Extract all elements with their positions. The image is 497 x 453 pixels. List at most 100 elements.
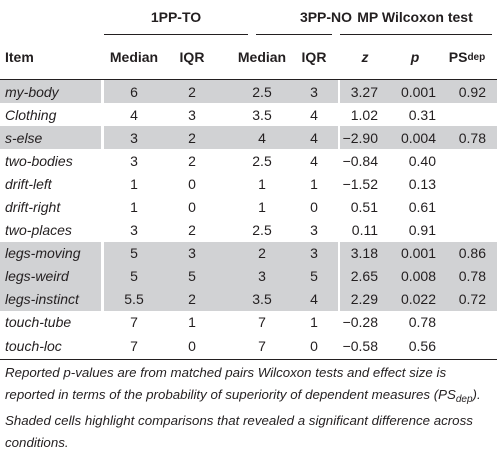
cell-item: legs-weird	[5, 268, 69, 285]
row-shade	[0, 126, 101, 150]
cell-ps-dep	[436, 195, 486, 218]
table-row: Clothing 4 3 3.5 4 1.02 0.31	[0, 103, 497, 126]
cell-iqr-1: 5	[188, 268, 196, 285]
row-shade	[104, 287, 338, 311]
cell-median-2: 2.5	[252, 222, 272, 239]
cell-median-1: 7	[130, 314, 138, 331]
group-rule-1	[104, 34, 248, 35]
cell-median-2: 3.5	[252, 291, 272, 308]
cell-median-2: 3	[258, 268, 266, 285]
table-row: two-places 3 2 2.5 3 0.11 0.91	[0, 219, 497, 242]
cell-item: drift-right	[5, 199, 61, 216]
cell-z: −0.58	[342, 337, 378, 354]
table-row: my-body 6 2 2.5 3 3.27 0.001 0.92	[0, 80, 497, 104]
cell-ps-dep: 0.92	[458, 83, 486, 100]
table-row: two-bodies 3 2 2.5 4 −0.84 0.40	[0, 149, 497, 172]
cell-iqr-2: 4	[310, 129, 318, 146]
cell-iqr-2: 0	[310, 199, 318, 216]
cell-item: two-bodies	[5, 152, 73, 169]
cell-p: 0.13	[408, 175, 436, 192]
cell-item: legs-moving	[5, 245, 81, 262]
cell-ps-dep	[436, 149, 486, 172]
col-iqr-2: IQR	[301, 49, 327, 65]
table-row: legs-moving 5 3 2 3 3.18 0.001 0.86	[0, 241, 497, 265]
row-shade	[104, 126, 338, 150]
cell-iqr-1: 2	[188, 83, 196, 100]
cell-iqr-2: 0	[310, 337, 318, 354]
cell-median-2: 2.5	[252, 152, 272, 169]
table-row: touch-tube 7 1 7 1 −0.28 0.78	[0, 311, 497, 334]
cell-ps-dep	[436, 334, 486, 357]
cell-p: 0.56	[408, 337, 436, 354]
table-row: touch-loc 7 0 7 0 −0.58 0.56	[0, 334, 497, 357]
cell-z: 3.18	[350, 245, 378, 262]
cell-z: 1.02	[350, 106, 378, 123]
table-footnote: Reported p-values are from matched pairs…	[5, 365, 481, 450]
cell-iqr-2: 1	[310, 175, 318, 192]
cell-z: 2.65	[350, 268, 378, 285]
row-shade	[340, 241, 497, 265]
cell-median-2: 2	[258, 245, 266, 262]
cell-z: −0.28	[342, 314, 378, 331]
cell-iqr-1: 0	[188, 199, 196, 216]
table-row: s-else 3 2 4 4 −2.90 0.004 0.78	[0, 126, 497, 150]
cell-ps-dep	[436, 219, 486, 242]
table-row: drift-left 1 0 1 1 −1.52 0.13	[0, 172, 497, 195]
group-wilcoxon: MP Wilcoxon test	[357, 9, 473, 25]
results-table: 1PP-TO 3PP-NO MP Wilcoxon test Item Medi…	[0, 9, 497, 361]
col-median-1: Median	[109, 49, 159, 65]
col-item: Item	[5, 49, 34, 65]
cell-iqr-1: 0	[188, 175, 196, 192]
cell-iqr-2: 5	[310, 268, 318, 285]
table-row: legs-weird 5 5 3 5 2.65 0.008 0.78	[0, 264, 497, 288]
cell-median-2: 7	[258, 337, 266, 354]
row-shade	[0, 264, 101, 288]
cell-p: 0.78	[408, 314, 436, 331]
cell-z: 0.51	[350, 199, 378, 216]
table-row: drift-right 1 0 1 0 0.51 0.61	[0, 195, 497, 218]
cell-ps-dep: 0.78	[458, 129, 486, 146]
cell-median-2: 3.5	[252, 106, 272, 123]
cell-ps-dep	[436, 103, 486, 126]
col-median-2: Median	[237, 49, 287, 65]
cell-iqr-2: 4	[310, 291, 318, 308]
cell-iqr-2: 3	[310, 83, 318, 100]
cell-z: −1.52	[342, 175, 378, 192]
cell-item: s-else	[5, 129, 43, 146]
cell-iqr-1: 2	[188, 291, 196, 308]
cell-median-1: 4	[130, 106, 138, 123]
col-z: z	[361, 49, 369, 65]
cell-median-2: 2.5	[252, 83, 272, 100]
cell-item: touch-loc	[5, 337, 62, 354]
cell-iqr-2: 3	[310, 245, 318, 262]
cell-p: 0.91	[408, 222, 436, 239]
cell-iqr-1: 2	[188, 222, 196, 239]
header-column-row: Item Median IQR Median IQR z p PS dep	[0, 34, 497, 80]
cell-z: 3.27	[350, 83, 378, 100]
row-shade	[340, 287, 497, 311]
cell-p: 0.61	[408, 199, 436, 216]
row-shade	[104, 241, 338, 265]
cell-median-1: 5	[130, 245, 138, 262]
cell-iqr-1: 2	[188, 129, 196, 146]
bottom-rule	[0, 359, 497, 361]
cell-iqr-1: 1	[188, 314, 196, 331]
cell-median-1: 5.5	[124, 291, 144, 308]
cell-median-1: 5	[130, 268, 138, 285]
cell-median-2: 7	[258, 314, 266, 331]
cell-median-2: 4	[258, 129, 266, 146]
cell-p: 0.001	[400, 245, 436, 262]
cell-item: Clothing	[5, 106, 57, 123]
col-ps-dep: PS dep	[448, 49, 486, 65]
row-shade	[340, 264, 497, 288]
cell-p: 0.40	[408, 152, 436, 169]
cell-iqr-2: 1	[310, 314, 318, 331]
cell-ps-dep: 0.86	[458, 245, 486, 262]
cell-median-1: 3	[130, 152, 138, 169]
cell-iqr-1: 3	[188, 245, 196, 262]
cell-item: two-places	[5, 222, 72, 239]
cell-median-1: 1	[130, 175, 138, 192]
group-rule-3	[340, 34, 492, 35]
row-shade	[0, 287, 101, 311]
cell-iqr-1: 0	[188, 337, 196, 354]
